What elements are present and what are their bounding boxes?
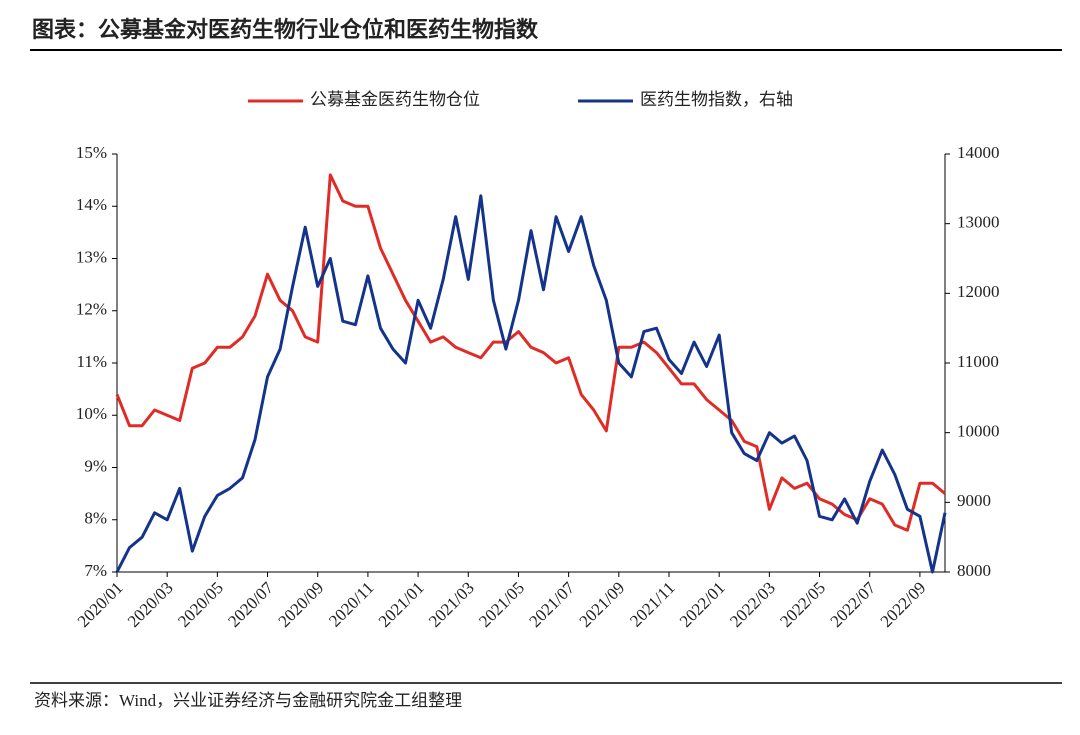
x-tick-label: 2020/01 [74,578,127,631]
y-tick-label: 10% [76,404,107,423]
y-tick-label: 14% [76,195,107,214]
y-tick-label: 8% [84,509,107,528]
y-tick-label: 9% [84,456,107,475]
x-tick-label: 2022/05 [776,578,829,631]
y2-tick-label: 13000 [957,213,1000,232]
y2-tick-label: 10000 [957,422,1000,441]
x-tick-label: 2020/07 [224,578,277,631]
x-tick-label: 2022/03 [726,578,779,631]
x-tick-label: 2020/05 [174,578,227,631]
x-tick-label: 2021/07 [525,578,578,631]
x-tick-label: 2021/03 [425,578,478,631]
source: 资料来源：Wind，兴业证券经济与金融研究院金工组整理 [34,691,462,710]
y-tick-label: 11% [76,352,107,371]
y-tick-label: 7% [84,561,107,580]
y-tick-label: 12% [76,300,107,319]
legend-label: 公募基金医药生物仓位 [310,90,480,109]
x-tick-label: 2022/01 [676,578,729,631]
x-tick-label: 2021/01 [375,578,428,631]
y2-tick-label: 11000 [957,352,999,371]
x-tick-label: 2022/07 [826,578,879,631]
x-tick-label: 2020/03 [124,578,177,631]
legend-label: 医药生物指数，右轴 [640,90,793,109]
y-tick-label: 13% [76,247,107,266]
series-line [115,173,946,532]
x-tick-label: 2021/11 [626,578,678,630]
y2-tick-label: 8000 [957,561,991,580]
x-tick-label: 2022/09 [877,578,930,631]
x-tick-label: 2021/09 [576,578,629,631]
y-tick-label: 15% [76,143,107,162]
y2-tick-label: 9000 [957,491,991,510]
x-tick-label: 2020/09 [274,578,327,631]
series-line [115,194,947,574]
y2-tick-label: 14000 [957,143,1000,162]
x-tick-label: 2021/05 [475,578,528,631]
x-tick-label: 2020/11 [325,578,377,630]
y2-tick-label: 12000 [957,282,1000,301]
chart-title: 图表：公募基金对医药生物行业仓位和医药生物指数 [32,17,539,42]
